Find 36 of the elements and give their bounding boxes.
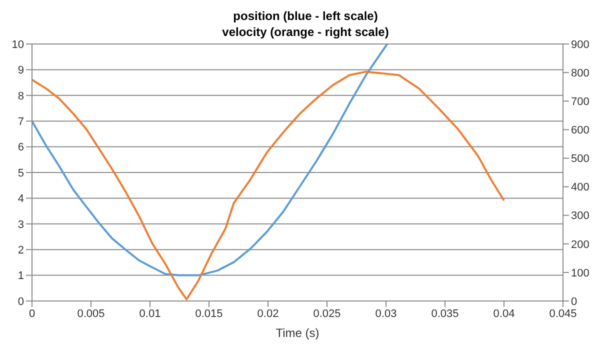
y2-tick-label: 800 (571, 67, 590, 80)
x-axis-title: Time (s) (276, 326, 320, 340)
x-tick-label: 0.045 (549, 308, 577, 320)
y2-tick-label: 900 (571, 38, 590, 51)
y-tick-label: 0 (18, 296, 24, 308)
line-series (32, 70, 505, 300)
y-tick-label: 9 (18, 64, 24, 77)
x-tick-label: 0.02 (257, 308, 279, 320)
x-tick-label: 0.01 (139, 308, 161, 320)
y2-tick-label: 500 (571, 153, 590, 166)
x-tick-label: 0.015 (195, 308, 223, 320)
y-tick-label: 7 (18, 116, 24, 128)
y-tick-label: 1 (18, 270, 24, 282)
x-tick-label: 0.005 (77, 308, 105, 320)
y-tick-label: 10 (12, 38, 24, 51)
y-tick-label: 5 (18, 167, 24, 180)
y2-tick-label: 400 (571, 182, 590, 194)
y-tick-label: 8 (18, 90, 24, 102)
line-series (32, 44, 388, 276)
x-tick-label: 0.035 (431, 308, 459, 320)
y-tick-label: 6 (18, 142, 24, 154)
chart-subtitle: velocity (orange - right scale) (221, 24, 390, 40)
y-tick-label: 4 (18, 193, 24, 206)
x-tick-label: 0.03 (375, 308, 397, 320)
y2-tick-label: 600 (571, 124, 590, 137)
y-tick-label: 2 (18, 244, 24, 257)
chart-title: position (blue - left scale) (232, 8, 379, 24)
y2-tick-label: 300 (571, 210, 590, 222)
y2-tick-label: 100 (571, 267, 590, 280)
x-tick-label: 0 (28, 308, 36, 320)
y-tick-label: 3 (18, 218, 24, 231)
y2-tick-label: 700 (571, 96, 590, 108)
x-tick-label: 0.025 (313, 308, 341, 320)
y2-tick-label: 200 (571, 238, 590, 251)
x-tick-label: 0.04 (493, 308, 515, 320)
y2-tick-label: 0 (571, 296, 578, 308)
